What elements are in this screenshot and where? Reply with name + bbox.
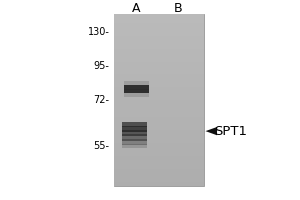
Text: 72-: 72- [94, 95, 109, 105]
Bar [114, 113, 204, 117]
Bar [114, 139, 204, 143]
Bar [122, 134, 147, 141]
Bar [114, 126, 204, 130]
Bar [114, 169, 204, 173]
Bar [114, 160, 204, 165]
Bar [114, 83, 204, 87]
Bar [114, 117, 204, 122]
Bar [114, 96, 204, 100]
Bar [114, 40, 204, 44]
Bar [114, 143, 204, 147]
Bar [114, 156, 204, 160]
Bar [114, 14, 204, 186]
Bar [114, 87, 204, 92]
Text: 130-: 130- [88, 27, 110, 37]
Bar [114, 44, 204, 49]
Bar [114, 130, 204, 135]
Bar [114, 62, 204, 66]
Bar [124, 85, 149, 93]
Bar [122, 144, 147, 148]
Bar [114, 70, 204, 74]
Bar [124, 89, 149, 97]
Bar [114, 173, 204, 177]
Bar [114, 104, 204, 109]
Text: 55-: 55- [94, 141, 109, 151]
Bar [122, 130, 147, 136]
Text: SPT1: SPT1 [214, 125, 248, 138]
Bar [114, 147, 204, 152]
Bar [114, 92, 204, 96]
Bar [114, 152, 204, 156]
Bar [114, 74, 204, 79]
Bar [114, 135, 204, 139]
Text: B: B [174, 2, 183, 15]
Bar [114, 53, 204, 57]
Bar [114, 109, 204, 113]
Bar [114, 177, 204, 182]
Bar [114, 23, 204, 27]
Bar [114, 66, 204, 70]
Bar [114, 182, 204, 186]
Text: A: A [132, 2, 141, 15]
Bar [122, 126, 147, 132]
Bar [114, 165, 204, 169]
Bar [114, 19, 204, 23]
Bar [114, 100, 204, 104]
Bar [122, 139, 147, 145]
Bar [114, 36, 204, 40]
Bar [114, 49, 204, 53]
Bar [114, 14, 204, 19]
Bar [114, 79, 204, 83]
Bar [114, 27, 204, 31]
Bar [122, 122, 147, 127]
Bar [114, 122, 204, 126]
Polygon shape [206, 127, 217, 135]
Bar [124, 81, 149, 90]
Bar [114, 31, 204, 36]
Bar [114, 57, 204, 62]
Text: 95-: 95- [94, 61, 109, 71]
